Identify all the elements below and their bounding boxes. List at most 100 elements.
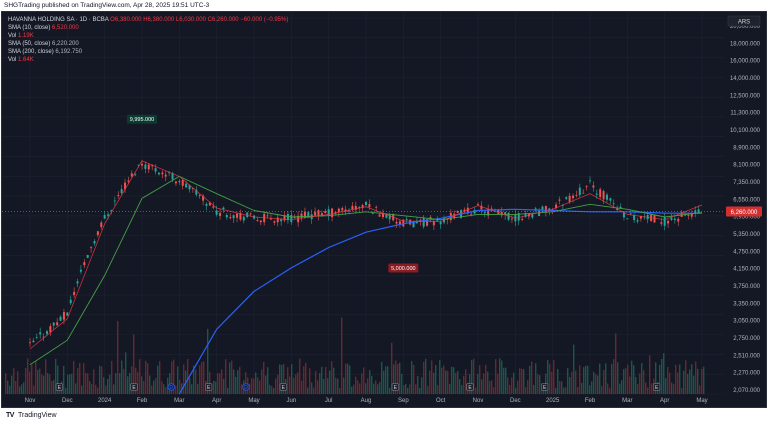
volume-bar — [143, 381, 145, 394]
volume-bar — [165, 387, 167, 394]
candle-body — [307, 212, 310, 218]
volume-bar — [399, 362, 401, 394]
candle-body — [660, 222, 663, 224]
candle-body — [629, 213, 632, 215]
volume-bar — [263, 362, 265, 394]
candle-body — [168, 172, 171, 174]
candle-body — [130, 173, 133, 177]
candle-body — [572, 195, 575, 199]
volume-bar — [307, 387, 309, 394]
price-axis-label: 3,350.000 — [733, 301, 760, 307]
currency-label: ARS — [738, 20, 750, 26]
volume-bar — [633, 365, 635, 394]
volume-bar — [409, 384, 411, 394]
price-axis-label: 8,100.000 — [733, 163, 760, 169]
volume-bar — [363, 367, 365, 394]
volume-bar — [89, 381, 91, 394]
volume-bar — [403, 385, 405, 394]
volume-bar — [651, 383, 653, 394]
candle-body — [110, 210, 113, 211]
price-axis-label: 2,510.000 — [733, 353, 760, 359]
volume-bar — [325, 366, 327, 394]
earnings-marker-icon[interactable] — [541, 383, 549, 391]
volume-bar — [295, 374, 297, 394]
volume-bar — [71, 373, 73, 394]
volume-bar — [279, 364, 281, 394]
volume-bar — [531, 361, 533, 394]
volume-bar — [553, 360, 555, 394]
price-chart[interactable]: 9,995.000 5,000.000 20,000.000 18,000.000 16… — [2, 12, 766, 407]
earnings-marker-icon[interactable] — [55, 383, 63, 391]
volume-bar — [685, 360, 687, 394]
legend-sma10-row[interactable]: SMA (10, close) 6,520.000 — [8, 24, 288, 32]
price-axis-label: 20,000.000 — [730, 24, 761, 30]
volume-bar — [261, 369, 263, 394]
earnings-marker-icon[interactable] — [130, 383, 138, 391]
candle-body — [215, 210, 218, 215]
legend-symbol-row[interactable]: HAVANNA HOLDING SA · 1D · BCBA O6,380.00… — [8, 16, 288, 24]
candle-body — [151, 165, 154, 167]
volume-bar — [299, 358, 301, 394]
earnings-marker-icon[interactable] — [205, 383, 213, 391]
earnings-marker-icon[interactable] — [653, 383, 661, 391]
candle-body — [419, 219, 422, 222]
volume-bar — [83, 363, 85, 394]
volume-bar — [183, 364, 185, 394]
price-axis-label: 5,350.000 — [733, 232, 760, 238]
legend-sma200-row[interactable]: SMA (200, close) 6,192.750 — [8, 48, 288, 56]
volume-bar — [253, 378, 255, 394]
candle-body — [395, 221, 398, 224]
candle-body — [195, 189, 198, 195]
candle-body — [677, 218, 680, 222]
candle-body — [246, 212, 249, 218]
volume-bar — [509, 384, 511, 394]
candle-body — [667, 220, 670, 224]
legend-vol1-row[interactable]: Vol 1.19K — [8, 32, 288, 40]
candle-body — [375, 206, 378, 208]
volume-bar — [117, 321, 119, 394]
volume-bar — [99, 365, 101, 394]
volume-bar — [95, 384, 97, 394]
candle-body — [538, 210, 541, 216]
earnings-marker-icon[interactable] — [391, 383, 399, 391]
volume-bar — [493, 387, 495, 394]
candle-body — [622, 212, 625, 218]
candle-body — [568, 195, 571, 202]
earnings-marker-icon[interactable] — [279, 383, 287, 391]
candle-body — [32, 340, 35, 343]
dividend-marker-icon[interactable] — [242, 383, 250, 391]
dividend-marker-icon[interactable] — [167, 383, 175, 391]
candle-body — [422, 217, 425, 227]
volume-bar — [647, 387, 649, 394]
candle-body — [49, 326, 52, 333]
volume-bar — [223, 378, 225, 394]
earnings-marker-icon[interactable] — [466, 383, 474, 391]
currency-button[interactable] — [727, 15, 761, 27]
volume-bar — [37, 369, 39, 394]
volume-bar — [297, 372, 299, 394]
publish-line: SHGTrading published on TradingView.com,… — [4, 2, 210, 9]
candle-body — [120, 189, 123, 194]
sma50-value: 6,220.200 — [52, 41, 79, 48]
volume-bar — [171, 361, 173, 394]
volume-bar — [43, 375, 45, 394]
candle-body — [66, 312, 69, 316]
candle-body — [39, 332, 42, 335]
price-axis-label: 16,000.000 — [730, 59, 761, 65]
chart-pane[interactable]: 9,995.000 5,000.000 20,000.000 18,000.000 16… — [1, 11, 767, 408]
price-axis-label: 3,750.000 — [733, 284, 760, 290]
candle-body — [314, 211, 317, 216]
candle-body — [653, 214, 656, 223]
volume-bar — [375, 380, 377, 394]
candle-body — [90, 247, 93, 249]
candle-body — [351, 205, 354, 210]
candle-body — [29, 342, 31, 344]
volume-bar — [379, 382, 381, 394]
legend-vol2-row[interactable]: Vol 1.64K — [8, 56, 288, 64]
candle-body — [154, 168, 157, 172]
ohlc-close: C6,260.000 — [207, 17, 239, 23]
volume-bar — [459, 379, 461, 394]
volume-bar — [133, 334, 135, 394]
volume-bar — [639, 373, 641, 394]
legend-sma50-row[interactable]: SMA (50, close) 6,220.200 — [8, 40, 288, 48]
